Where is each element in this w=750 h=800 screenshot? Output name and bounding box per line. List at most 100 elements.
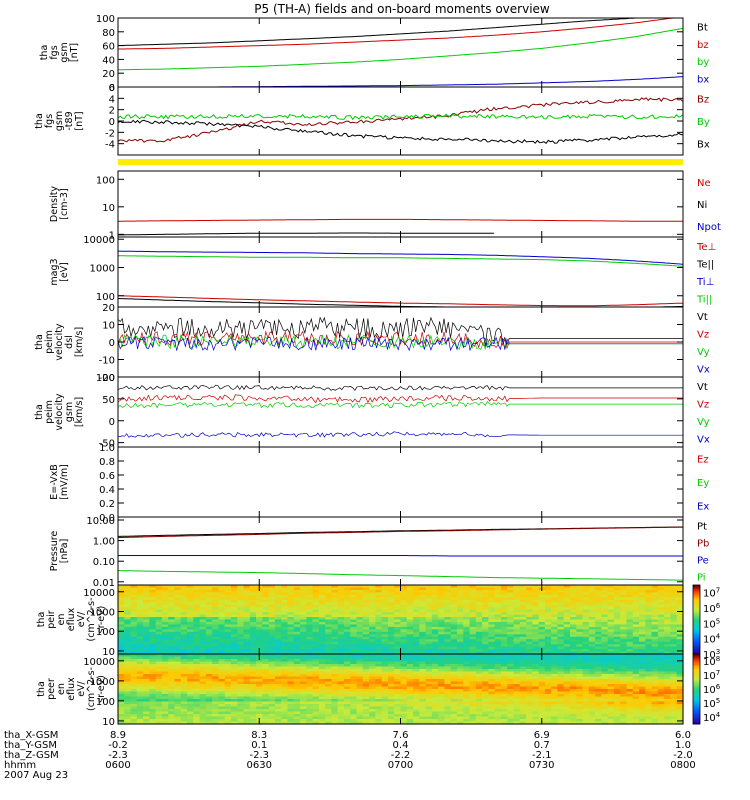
heatmap-cell [500,719,508,723]
heatmap-cell [155,686,163,690]
heatmap-cell [331,674,339,678]
heatmap-cell [325,607,333,611]
heatmap-cell [256,594,263,598]
heatmap-cell [507,691,515,695]
heatmap-cell [243,634,251,638]
heatmap-cell [149,691,157,695]
heatmap-cell [381,654,389,658]
heatmap-cell [180,654,188,658]
heatmap-cell [488,694,496,698]
heatmap-cell [212,624,220,628]
heatmap-cell [394,629,402,633]
heatmap-cell [425,661,433,665]
heatmap-cell [193,646,201,650]
series-line-Ti⊥ [118,250,684,265]
heatmap-cell [187,639,194,643]
heatmap-cell [513,636,521,640]
heatmap-cell [413,594,420,598]
heatmap-cell [582,656,590,660]
heatmap-cell [287,719,295,723]
heatmap-cell [538,644,546,648]
ylabel-line: peim [44,400,55,424]
heatmap-cell [607,626,615,630]
heatmap-cell [400,721,408,725]
heatmap-cell [155,694,163,698]
heatmap-cell [419,585,427,589]
heatmap-cell [161,694,169,698]
heatmap-cell [394,644,402,648]
heatmap-cell [488,664,496,668]
heatmap-cell [544,671,552,675]
heatmap-cell [293,686,301,690]
heatmap-cell [237,719,245,723]
heatmap-cell [205,686,213,690]
heatmap-cell [249,661,257,665]
heatmap-cell [632,634,640,638]
heatmap-cell [607,599,615,603]
heatmap-cell [168,681,176,685]
heatmap-cell [293,706,301,710]
y-tick-label: 6 [109,83,115,94]
heatmap-cell [582,594,590,598]
colorbar-segment [693,595,700,598]
colorbar-segment [693,607,700,610]
heatmap-cell [180,646,188,650]
heatmap-cell [500,706,508,710]
heatmap-cell [124,709,132,713]
heatmap-cell [588,629,596,633]
heatmap-cell [576,636,584,640]
heatmap-cell [118,696,125,700]
heatmap-cell [375,656,383,660]
heatmap-cell [651,629,659,633]
heatmap-cell [469,612,477,616]
series-line-Vz [117,394,683,404]
heatmap-cell [325,594,333,598]
heatmap-cell [168,609,176,613]
heatmap-cell [293,641,301,645]
ylabel-line: sr-eV) [96,606,107,634]
heatmap-cell [431,661,439,665]
heatmap-cell [249,684,257,688]
heatmap-cell [381,706,389,710]
ylabel-line: [nT] [69,43,80,62]
heatmap-cell [281,587,289,591]
heatmap-cell [249,694,257,698]
heatmap-cell [318,719,326,723]
heatmap-cell [457,671,464,675]
ylabel-line: tha [34,334,45,350]
heatmap-cell [350,676,358,680]
heatmap-cell [444,679,452,683]
heatmap-cell [306,711,314,715]
heatmap-cell [180,587,188,591]
heatmap-cell [526,679,533,683]
heatmap-cell [444,626,452,630]
heatmap-cell [425,654,433,658]
heatmap-cell [199,624,207,628]
heatmap-cell [394,631,402,635]
heatmap-cell [300,659,307,663]
heatmap-cell [601,651,609,655]
heatmap-cell [375,699,383,703]
heatmap-cell [300,694,307,698]
heatmap-cell [413,639,420,643]
heatmap-cell [268,706,276,710]
heatmap-cell [450,714,458,718]
heatmap-cell [318,617,326,621]
heatmap-cell [582,654,590,658]
heatmap-cell [256,714,263,718]
heatmap-cell [488,641,496,645]
heatmap-cell [193,659,201,663]
heatmap-cell [300,631,307,635]
heatmap-cell [438,716,446,720]
heatmap-cell [413,659,420,663]
heatmap-cell [375,714,383,718]
heatmap-cell [657,609,665,613]
heatmap-cell [155,624,163,628]
heatmap-cell [161,602,169,606]
heatmap-cell [224,669,232,673]
heatmap-cell [450,686,458,690]
heatmap-cell [312,636,320,640]
heatmap-cell [387,609,395,613]
heatmap-cell [205,609,213,613]
heatmap-cell [237,699,245,703]
